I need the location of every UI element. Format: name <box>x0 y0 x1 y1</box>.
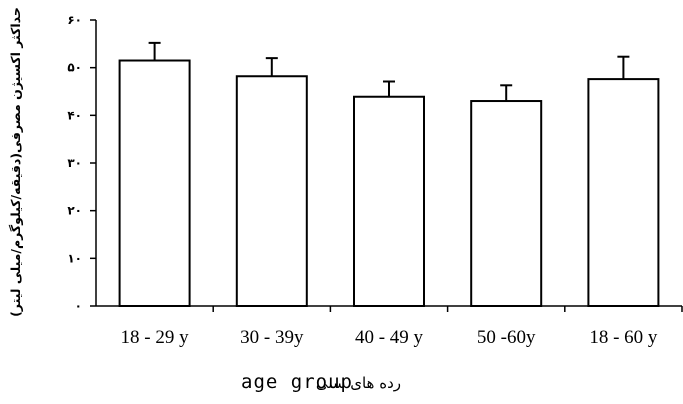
plot-area: ۰ ۱۰ ۲۰ ۳۰ ۴۰ ۵۰ ۶۰ 18 - 29 y 30 - 39y 40 - 49 y 5… <box>67 13 683 348</box>
y-tick-label: ۲۰ <box>67 204 82 218</box>
x-tick-label: 50 -60y <box>477 327 536 348</box>
x-tick-label: 30 - 39y <box>240 327 304 348</box>
x-axis-label-persian: رده های سنی <box>316 374 401 392</box>
x-tick-label: 18 - 29 y <box>121 327 190 348</box>
y-axis-label: (دقیقه/کیلوگرم/میلی لیتر)حداکثر اکسیژن م… <box>8 7 24 317</box>
bar <box>587 78 660 307</box>
bar <box>235 75 308 307</box>
x-axis-label: رده های سنی age group <box>241 371 401 393</box>
y-tick-label: ۴۰ <box>67 108 82 122</box>
bar <box>353 95 425 307</box>
y-tick-label: ۳۰ <box>67 156 82 170</box>
y-tick-label: ۵۰ <box>67 61 82 75</box>
x-tick-label: 40 - 49 y <box>355 327 424 348</box>
y-tick-label: ۶۰ <box>67 13 82 27</box>
x-axis-label-english: age group <box>241 371 353 393</box>
bar <box>118 59 191 308</box>
bar <box>470 100 543 307</box>
x-tick-label: 18 - 60 y <box>589 327 658 348</box>
y-tick-label: ۱۰ <box>67 251 82 265</box>
y-tick-label: ۰ <box>75 299 82 313</box>
